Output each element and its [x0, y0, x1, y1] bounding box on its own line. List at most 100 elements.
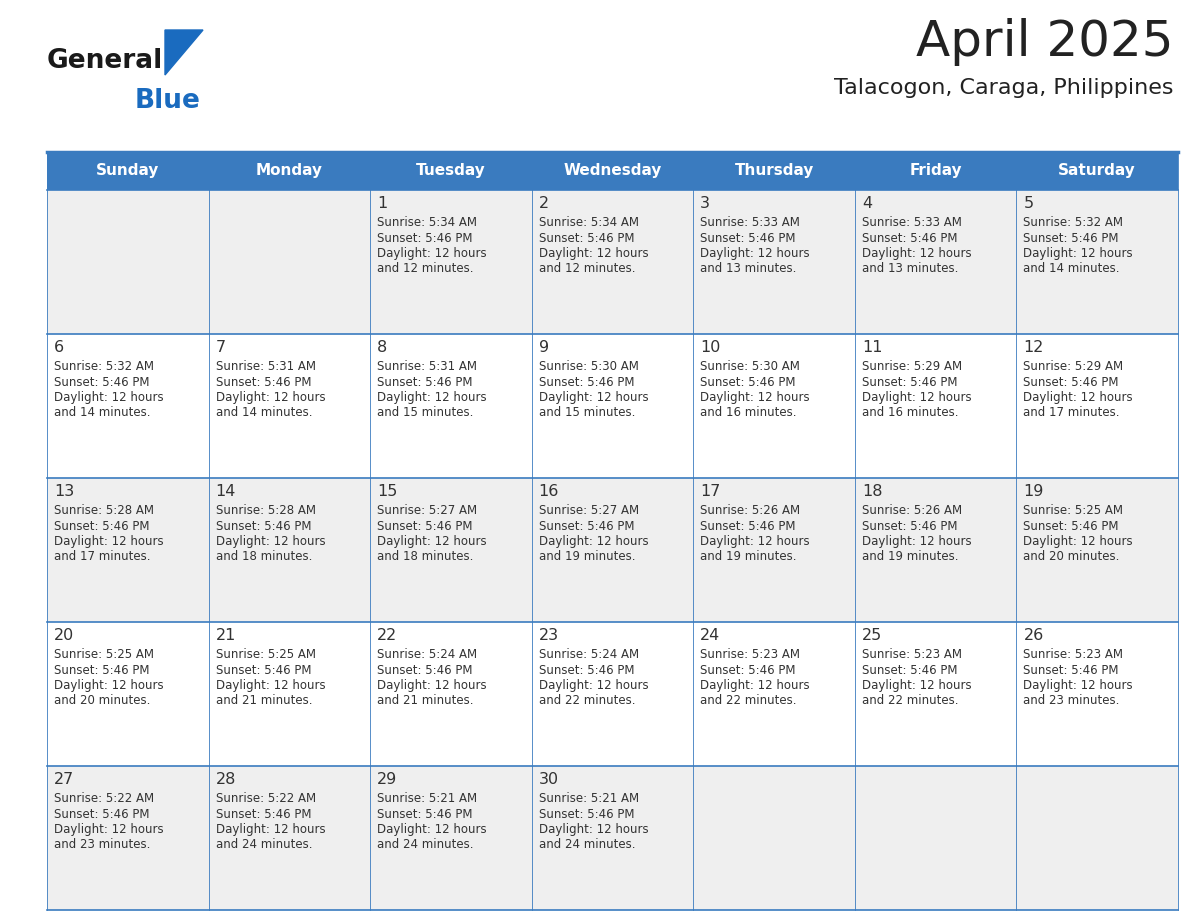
Text: Sunrise: 5:25 AM: Sunrise: 5:25 AM [53, 648, 154, 661]
Text: Sunrise: 5:31 AM: Sunrise: 5:31 AM [215, 360, 316, 373]
Text: and 19 minutes.: and 19 minutes. [861, 551, 959, 564]
Text: Daylight: 12 hours: Daylight: 12 hours [700, 679, 810, 692]
Text: and 16 minutes.: and 16 minutes. [861, 407, 959, 420]
Text: Sunrise: 5:29 AM: Sunrise: 5:29 AM [861, 360, 962, 373]
Text: Sunset: 5:46 PM: Sunset: 5:46 PM [861, 520, 958, 532]
Text: Daylight: 12 hours: Daylight: 12 hours [1023, 391, 1133, 404]
Text: 21: 21 [215, 628, 236, 643]
Bar [48, 622, 1178, 766]
Text: and 17 minutes.: and 17 minutes. [53, 551, 151, 564]
Polygon shape [165, 30, 203, 75]
Text: and 13 minutes.: and 13 minutes. [700, 263, 797, 275]
Text: Daylight: 12 hours: Daylight: 12 hours [538, 679, 649, 692]
Text: Daylight: 12 hours: Daylight: 12 hours [538, 247, 649, 260]
Text: Sunset: 5:46 PM: Sunset: 5:46 PM [538, 808, 634, 821]
Text: Daylight: 12 hours: Daylight: 12 hours [700, 247, 810, 260]
Text: 14: 14 [215, 484, 236, 499]
Text: and 18 minutes.: and 18 minutes. [377, 551, 474, 564]
Text: and 23 minutes.: and 23 minutes. [1023, 695, 1120, 708]
Text: Sunrise: 5:21 AM: Sunrise: 5:21 AM [538, 792, 639, 805]
Text: Sunrise: 5:30 AM: Sunrise: 5:30 AM [700, 360, 801, 373]
Text: Monday: Monday [255, 163, 323, 178]
Text: Daylight: 12 hours: Daylight: 12 hours [377, 391, 487, 404]
Text: 8: 8 [377, 340, 387, 355]
Text: Sunset: 5:46 PM: Sunset: 5:46 PM [377, 520, 473, 532]
Text: Sunrise: 5:26 AM: Sunrise: 5:26 AM [861, 504, 962, 517]
Text: Sunrise: 5:23 AM: Sunrise: 5:23 AM [1023, 648, 1124, 661]
Text: Daylight: 12 hours: Daylight: 12 hours [861, 247, 972, 260]
Text: Sunrise: 5:26 AM: Sunrise: 5:26 AM [700, 504, 801, 517]
Text: Sunset: 5:46 PM: Sunset: 5:46 PM [377, 375, 473, 388]
Text: Sunset: 5:46 PM: Sunset: 5:46 PM [700, 231, 796, 244]
Text: and 23 minutes.: and 23 minutes. [53, 838, 151, 852]
Bar [48, 152, 1178, 190]
Text: Daylight: 12 hours: Daylight: 12 hours [377, 823, 487, 836]
Text: Sunrise: 5:21 AM: Sunrise: 5:21 AM [377, 792, 478, 805]
Text: 3: 3 [700, 196, 710, 211]
Text: Sunset: 5:46 PM: Sunset: 5:46 PM [215, 375, 311, 388]
Text: Saturday: Saturday [1059, 163, 1136, 178]
Text: Sunset: 5:46 PM: Sunset: 5:46 PM [700, 520, 796, 532]
Text: 13: 13 [53, 484, 74, 499]
Text: 19: 19 [1023, 484, 1044, 499]
Text: 12: 12 [1023, 340, 1044, 355]
Text: 15: 15 [377, 484, 398, 499]
Text: 2: 2 [538, 196, 549, 211]
Text: Daylight: 12 hours: Daylight: 12 hours [53, 535, 164, 548]
Bar [48, 190, 1178, 334]
Text: and 14 minutes.: and 14 minutes. [53, 407, 151, 420]
Text: and 19 minutes.: and 19 minutes. [700, 551, 797, 564]
Text: and 18 minutes.: and 18 minutes. [215, 551, 312, 564]
Text: Thursday: Thursday [734, 163, 814, 178]
Text: Sunset: 5:46 PM: Sunset: 5:46 PM [1023, 231, 1119, 244]
Text: Sunrise: 5:25 AM: Sunrise: 5:25 AM [215, 648, 316, 661]
Text: Sunrise: 5:32 AM: Sunrise: 5:32 AM [1023, 216, 1124, 229]
Text: Sunrise: 5:28 AM: Sunrise: 5:28 AM [215, 504, 316, 517]
Text: Sunset: 5:46 PM: Sunset: 5:46 PM [377, 808, 473, 821]
Text: Sunset: 5:46 PM: Sunset: 5:46 PM [53, 664, 150, 677]
Text: and 20 minutes.: and 20 minutes. [53, 695, 151, 708]
Text: Sunset: 5:46 PM: Sunset: 5:46 PM [538, 375, 634, 388]
Text: Daylight: 12 hours: Daylight: 12 hours [861, 679, 972, 692]
Text: Sunset: 5:46 PM: Sunset: 5:46 PM [215, 520, 311, 532]
Text: 22: 22 [377, 628, 398, 643]
Text: Daylight: 12 hours: Daylight: 12 hours [377, 679, 487, 692]
Text: Sunset: 5:46 PM: Sunset: 5:46 PM [377, 664, 473, 677]
Text: Daylight: 12 hours: Daylight: 12 hours [1023, 247, 1133, 260]
Text: Sunset: 5:46 PM: Sunset: 5:46 PM [53, 375, 150, 388]
Text: and 21 minutes.: and 21 minutes. [215, 695, 312, 708]
Text: Talacogon, Caraga, Philippines: Talacogon, Caraga, Philippines [834, 78, 1173, 98]
Text: Sunrise: 5:31 AM: Sunrise: 5:31 AM [377, 360, 478, 373]
Text: 28: 28 [215, 772, 236, 787]
Text: Sunset: 5:46 PM: Sunset: 5:46 PM [215, 664, 311, 677]
Text: Tuesday: Tuesday [416, 163, 486, 178]
Text: and 24 minutes.: and 24 minutes. [377, 838, 474, 852]
Text: Sunset: 5:46 PM: Sunset: 5:46 PM [1023, 375, 1119, 388]
Text: Sunset: 5:46 PM: Sunset: 5:46 PM [861, 375, 958, 388]
Text: and 20 minutes.: and 20 minutes. [1023, 551, 1120, 564]
Text: Daylight: 12 hours: Daylight: 12 hours [215, 391, 326, 404]
Text: Daylight: 12 hours: Daylight: 12 hours [538, 391, 649, 404]
Text: Daylight: 12 hours: Daylight: 12 hours [861, 535, 972, 548]
Text: Daylight: 12 hours: Daylight: 12 hours [377, 247, 487, 260]
Text: Daylight: 12 hours: Daylight: 12 hours [538, 823, 649, 836]
Text: and 12 minutes.: and 12 minutes. [377, 263, 474, 275]
Text: Blue: Blue [135, 88, 201, 114]
Text: and 22 minutes.: and 22 minutes. [861, 695, 959, 708]
Text: Daylight: 12 hours: Daylight: 12 hours [538, 535, 649, 548]
Text: Sunrise: 5:25 AM: Sunrise: 5:25 AM [1023, 504, 1124, 517]
Text: and 21 minutes.: and 21 minutes. [377, 695, 474, 708]
Text: Daylight: 12 hours: Daylight: 12 hours [215, 823, 326, 836]
Text: and 19 minutes.: and 19 minutes. [538, 551, 636, 564]
Text: Sunrise: 5:29 AM: Sunrise: 5:29 AM [1023, 360, 1124, 373]
Text: Sunset: 5:46 PM: Sunset: 5:46 PM [538, 520, 634, 532]
Text: Sunrise: 5:24 AM: Sunrise: 5:24 AM [377, 648, 478, 661]
Text: Sunrise: 5:30 AM: Sunrise: 5:30 AM [538, 360, 639, 373]
Text: 10: 10 [700, 340, 721, 355]
Text: Friday: Friday [909, 163, 962, 178]
Text: Daylight: 12 hours: Daylight: 12 hours [215, 535, 326, 548]
Text: and 12 minutes.: and 12 minutes. [538, 263, 636, 275]
Bar [48, 766, 1178, 910]
Text: Sunrise: 5:22 AM: Sunrise: 5:22 AM [53, 792, 154, 805]
Text: Sunset: 5:46 PM: Sunset: 5:46 PM [1023, 664, 1119, 677]
